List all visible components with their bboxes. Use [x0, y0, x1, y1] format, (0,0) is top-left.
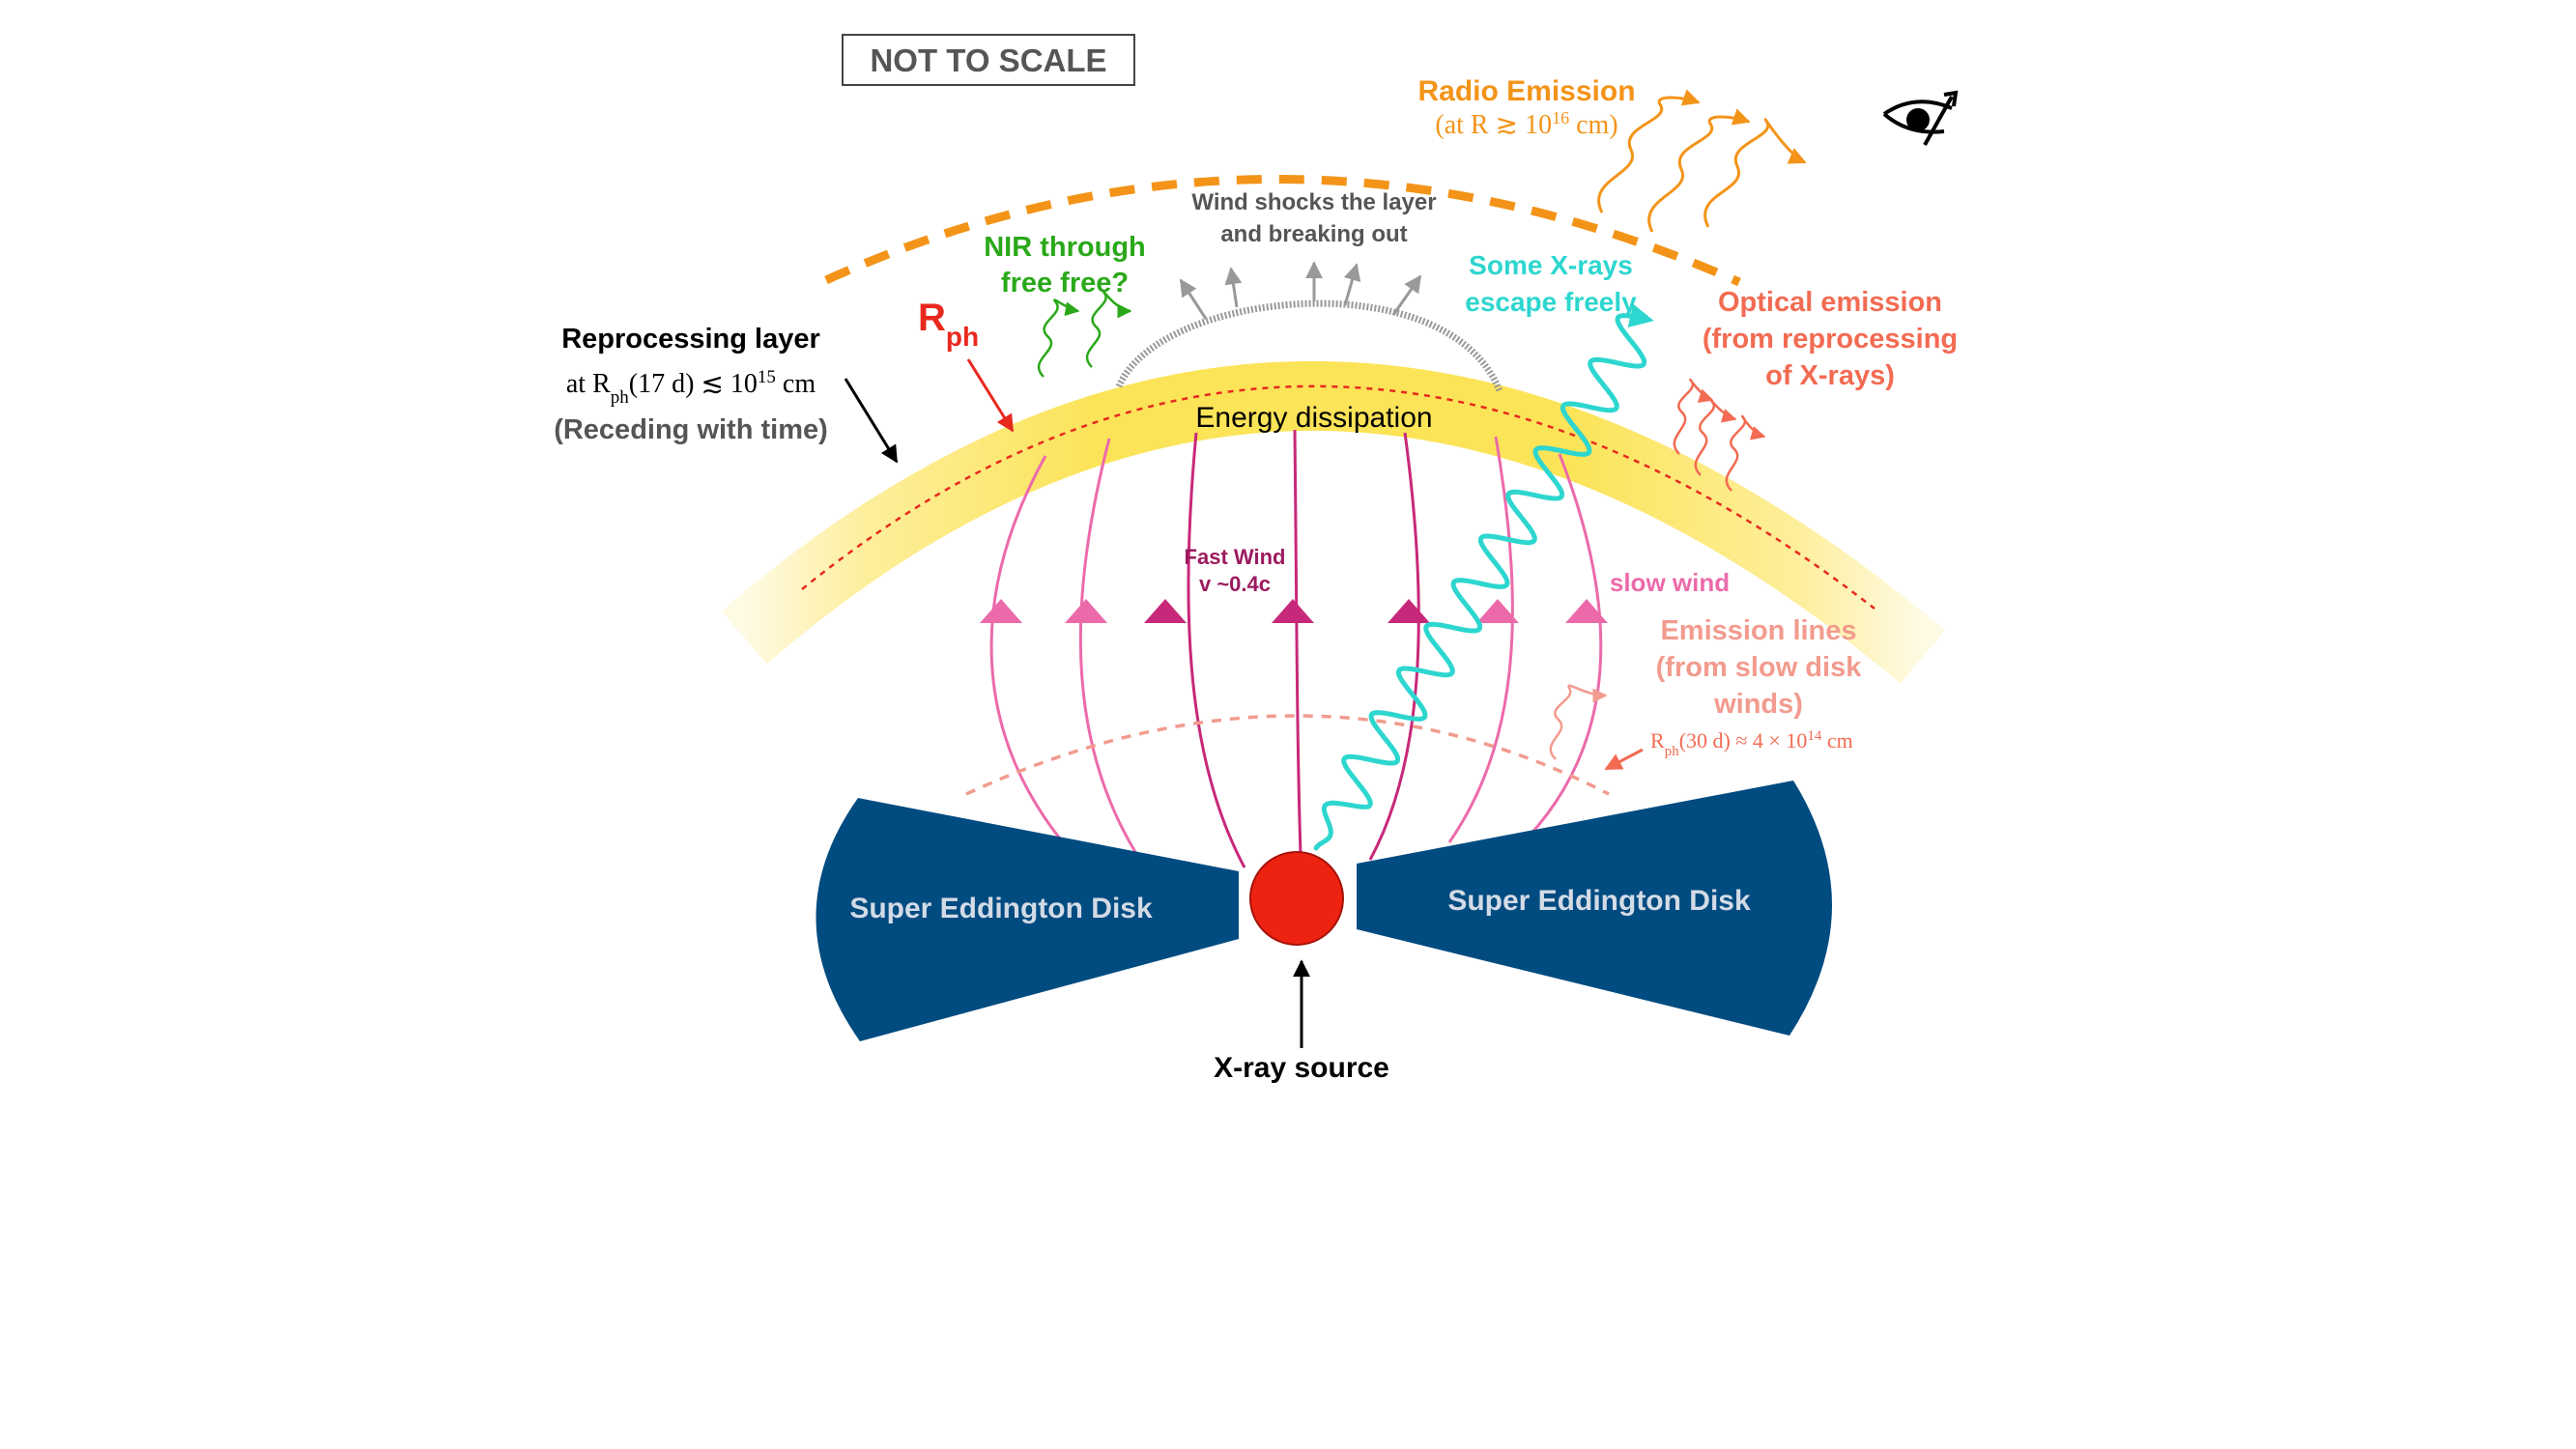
radio-wave: [1597, 89, 1701, 213]
reprocessing-layer-title: Reprocessing layer: [561, 324, 820, 355]
shock-arrow: [1391, 274, 1422, 316]
emission-lines-label: (from slow disk: [1656, 652, 1863, 683]
nir-wave: [1085, 289, 1132, 368]
radio-shell: [824, 175, 1741, 287]
reprocessing-layer-radius: at Rph(17 d) ≲ 1015 cm: [566, 367, 816, 408]
shock-arrow: [1343, 263, 1361, 306]
slow-wind-label: slow wind: [1610, 568, 1730, 597]
shock-arrow: [1179, 278, 1208, 320]
rph30-arrow: [1604, 748, 1644, 771]
nir-waves: [1037, 289, 1132, 378]
xray-escape-label: Some X-rays: [1469, 250, 1633, 280]
fast-wind-label: v ~0.4c: [1199, 572, 1271, 596]
not-to-scale-label: NOT TO SCALE: [870, 43, 1106, 78]
wind-line: [989, 455, 1065, 843]
shock-arrows: [1179, 261, 1422, 320]
slow-wind-arrow: [1476, 599, 1519, 623]
wind-line: [1293, 429, 1302, 855]
optical-wave: [1725, 414, 1766, 492]
emission-lines-label: winds): [1713, 689, 1803, 720]
inner-photosphere: [965, 714, 1610, 796]
optical-emission-label: (from reprocessing: [1703, 324, 1958, 355]
wind-shocks-label: Wind shocks the layer: [1191, 189, 1436, 215]
fast-wind-label: Fast Wind: [1185, 545, 1286, 569]
nir-label: free free?: [1001, 268, 1129, 298]
nir-wave: [1037, 298, 1080, 378]
shock-arrow: [1224, 267, 1243, 308]
reprocessing-layer: [721, 360, 1946, 684]
disk-right-label: Super Eddington Disk: [1447, 885, 1751, 917]
disk-left-label: Super Eddington Disk: [849, 893, 1153, 924]
slow-wind-lines: [989, 436, 1603, 861]
rph30-label: Rph(30 d) ≈ 4 × 1014 cm: [1650, 728, 1853, 759]
emission-line-wave: [1549, 684, 1608, 760]
nir-label: NIR through: [984, 232, 1146, 263]
rph-label: Rph: [918, 297, 979, 352]
disk-right: [1357, 781, 1833, 1036]
energy-dissipation-label: Energy dissipation: [1195, 402, 1432, 434]
fast-wind-arrow: [1272, 599, 1314, 623]
radio-wave: [1647, 108, 1751, 233]
photosphere-line: [801, 384, 1875, 610]
radio-emission-title: Radio Emission: [1417, 75, 1635, 107]
optical-emission-label: Optical emission: [1718, 287, 1942, 318]
wind-shocks-label: and breaking out: [1220, 221, 1407, 247]
xray-source: [1249, 851, 1344, 946]
wind-arrowheads: [980, 599, 1608, 623]
slow-wind-arrow: [980, 599, 1022, 623]
wind-line: [1447, 436, 1514, 843]
shock-front: [1115, 299, 1503, 393]
optical-emission-label: of X-rays): [1765, 360, 1895, 391]
emission-lines-label: Emission lines: [1660, 615, 1856, 646]
eye-icon: [1882, 90, 1959, 146]
reprocessing-layer-receding: (Receding with time): [554, 414, 828, 445]
wind-line: [1187, 432, 1246, 868]
optical-waves: [1673, 378, 1766, 492]
reprocessing-layer-arrow: [844, 378, 899, 464]
disk-left: [816, 798, 1239, 1041]
fast-wind-lines: [1187, 429, 1420, 868]
optical-wave: [1673, 378, 1714, 455]
optical-wave: [1694, 399, 1737, 476]
slow-wind-arrow: [1565, 599, 1608, 623]
xray-escape-wave: [1313, 303, 1654, 851]
radio-wave: [1703, 118, 1807, 228]
wind-line: [1527, 453, 1603, 838]
slow-wind-arrow: [1065, 599, 1107, 623]
radio-waves: [1597, 89, 1807, 233]
wind-line: [1368, 432, 1420, 861]
fast-wind-arrow: [1144, 599, 1187, 623]
fast-wind-arrow: [1388, 599, 1430, 623]
not-to-scale-box: [842, 34, 1135, 86]
xray-escape-label: escape freely: [1465, 287, 1637, 317]
rph-arrow: [966, 358, 1015, 433]
radio-emission-condition: (at R ≳ 1016 cm): [1435, 108, 1617, 140]
wind-line: [1078, 438, 1142, 861]
xray-source-label: X-ray source: [1214, 1052, 1389, 1084]
